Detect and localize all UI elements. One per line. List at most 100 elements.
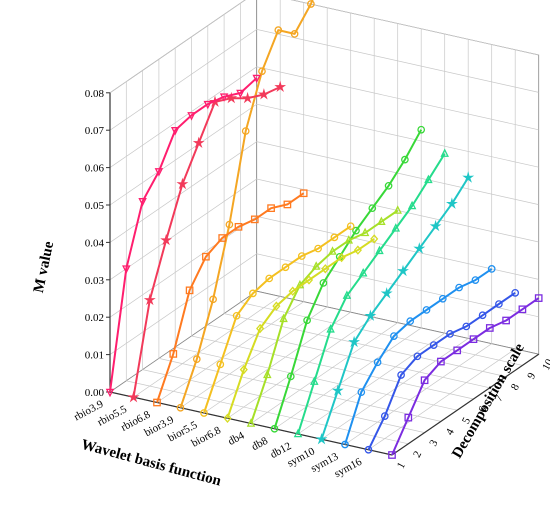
data-point (380, 412, 389, 420)
data-point (437, 357, 445, 366)
data-point (299, 189, 308, 198)
data-point (424, 174, 433, 184)
data-point (360, 227, 370, 237)
data-point (252, 74, 261, 84)
data-point (160, 233, 172, 246)
data-point (219, 93, 229, 102)
data-point (413, 352, 422, 361)
data-point (246, 418, 256, 427)
y-axis-line (391, 353, 540, 456)
data-point (138, 198, 147, 207)
data-point (272, 301, 281, 311)
data-point (342, 290, 352, 299)
series-line (109, 77, 258, 393)
data-point (223, 413, 232, 423)
data-point (321, 264, 330, 274)
series-line (320, 177, 470, 440)
data-point (274, 80, 287, 93)
data-point (330, 233, 339, 242)
data-point (487, 265, 496, 273)
floor-gridline (250, 322, 398, 424)
data-point (290, 30, 299, 38)
series-line (367, 291, 516, 451)
data-point (265, 274, 274, 283)
data-point (341, 440, 349, 449)
data-point (293, 428, 303, 438)
data-point (169, 350, 178, 358)
data-point (274, 26, 283, 34)
z-tick-label: 0.06 (85, 163, 105, 175)
data-point (348, 335, 361, 348)
data-point (258, 67, 266, 76)
series-line (226, 238, 375, 419)
floor-gridline (133, 296, 281, 398)
data-point (337, 252, 346, 263)
data-point (185, 286, 194, 295)
data-point (368, 204, 377, 213)
data-point (420, 376, 429, 385)
series-db12 (293, 148, 449, 438)
data-point (391, 223, 401, 232)
data-point (429, 341, 438, 349)
data-point (346, 222, 355, 231)
data-point (364, 445, 373, 454)
z-tick-label: 0.07 (85, 125, 105, 137)
data-point (232, 311, 241, 320)
data-point (469, 335, 478, 344)
series-line (391, 297, 540, 456)
data-point (353, 245, 362, 255)
floor-gridline (297, 332, 445, 435)
data-point (209, 295, 217, 304)
data-point (471, 276, 480, 284)
data-point (281, 263, 290, 272)
y-tick-label: 5 (460, 415, 473, 426)
data-point (485, 324, 494, 332)
data-point (534, 294, 543, 302)
data-point (518, 305, 527, 314)
data-point (495, 300, 503, 308)
data-point (122, 265, 131, 274)
data-point (407, 200, 417, 210)
y-tick-label: 8 (509, 382, 522, 393)
data-point (393, 205, 402, 214)
series-line (179, 0, 314, 409)
y-tick-label: 7 (493, 393, 506, 404)
data-point (397, 371, 405, 379)
data-point (422, 306, 431, 314)
data-point (315, 432, 328, 445)
series-bior5.5 (200, 222, 355, 417)
data-point (455, 283, 463, 292)
data-point (192, 136, 205, 149)
z-tick-label: 0.04 (85, 237, 105, 249)
grid (109, 0, 540, 456)
series-line (203, 225, 352, 414)
data-point (279, 313, 288, 323)
data-point (241, 127, 250, 135)
data-point (511, 288, 520, 297)
data-point (303, 316, 311, 325)
y-tick-label: 9 (525, 370, 538, 381)
data-point (357, 388, 366, 397)
series-sym10 (315, 171, 475, 445)
z-tick-label: 0.02 (85, 312, 104, 324)
data-point (288, 286, 297, 296)
data-point (438, 294, 447, 303)
data-point (331, 384, 344, 396)
y-tick-label: 4 (444, 426, 457, 437)
data-point (200, 409, 208, 417)
series-line (156, 192, 305, 403)
series-sym16 (388, 294, 543, 459)
data-point (170, 127, 180, 136)
data-point (404, 413, 413, 422)
data-point (314, 244, 322, 253)
data-point (127, 390, 140, 403)
data-point (478, 311, 487, 320)
data-point (153, 398, 161, 407)
data-point (445, 197, 458, 209)
y-tick-label: 6 (476, 404, 489, 415)
data-point (401, 155, 409, 164)
series-sym16 (364, 288, 520, 454)
data-point (257, 88, 270, 100)
data-point (270, 424, 279, 433)
